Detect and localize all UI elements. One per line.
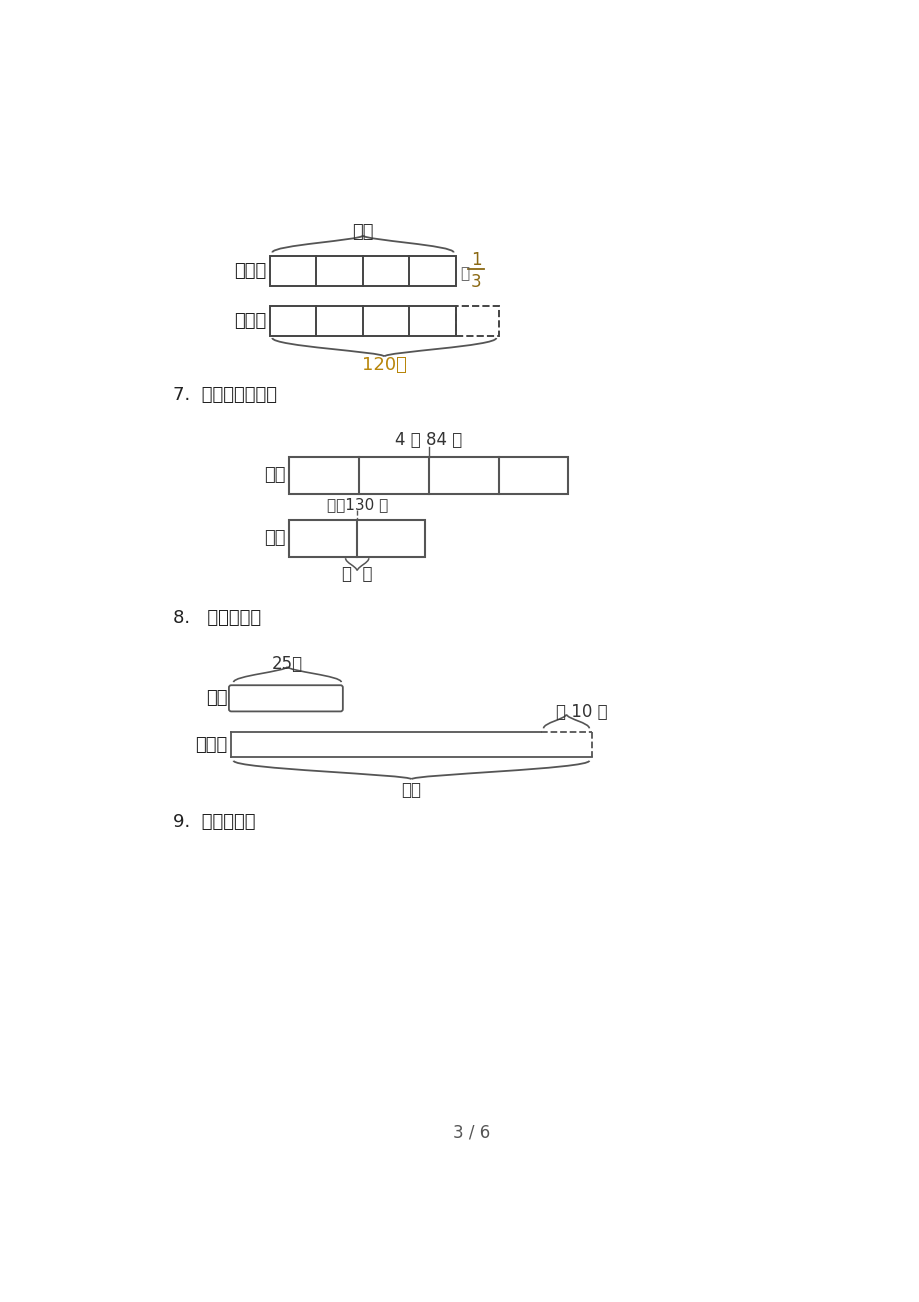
Text: 4 个 84 元: 4 个 84 元: [395, 431, 462, 449]
Bar: [456, 306, 498, 336]
Text: 3 / 6: 3 / 6: [452, 1124, 490, 1142]
Text: 120只: 120只: [361, 355, 406, 374]
Text: ？只: ？只: [401, 781, 421, 799]
Text: 灰兔：: 灰兔：: [233, 312, 266, 329]
Text: 9.  列式计算。: 9. 列式计算。: [173, 814, 255, 831]
Text: 每个130 元: 每个130 元: [326, 497, 388, 512]
Bar: [269, 306, 456, 336]
Text: 3: 3: [471, 272, 481, 290]
Text: 25只: 25只: [272, 655, 302, 673]
Bar: [289, 457, 568, 493]
Bar: [289, 519, 425, 557]
Text: 少 10 只: 少 10 只: [555, 703, 607, 721]
Text: 白兔：: 白兔：: [233, 262, 266, 280]
Text: 8.   列式计算。: 8. 列式计算。: [173, 609, 261, 628]
Text: 小鸡: 小鸡: [206, 689, 227, 707]
Text: 小鸭：: 小鸭：: [195, 736, 227, 754]
Text: 7.  看图列式计算。: 7. 看图列式计算。: [173, 385, 277, 404]
Text: 水杯: 水杯: [264, 529, 285, 547]
Text: 1: 1: [471, 251, 481, 270]
Text: ？只: ？只: [352, 224, 373, 241]
Bar: [269, 256, 456, 285]
Text: ？  元: ？ 元: [342, 565, 372, 582]
Text: 多: 多: [460, 266, 470, 281]
Text: 杯子: 杯子: [264, 466, 285, 484]
